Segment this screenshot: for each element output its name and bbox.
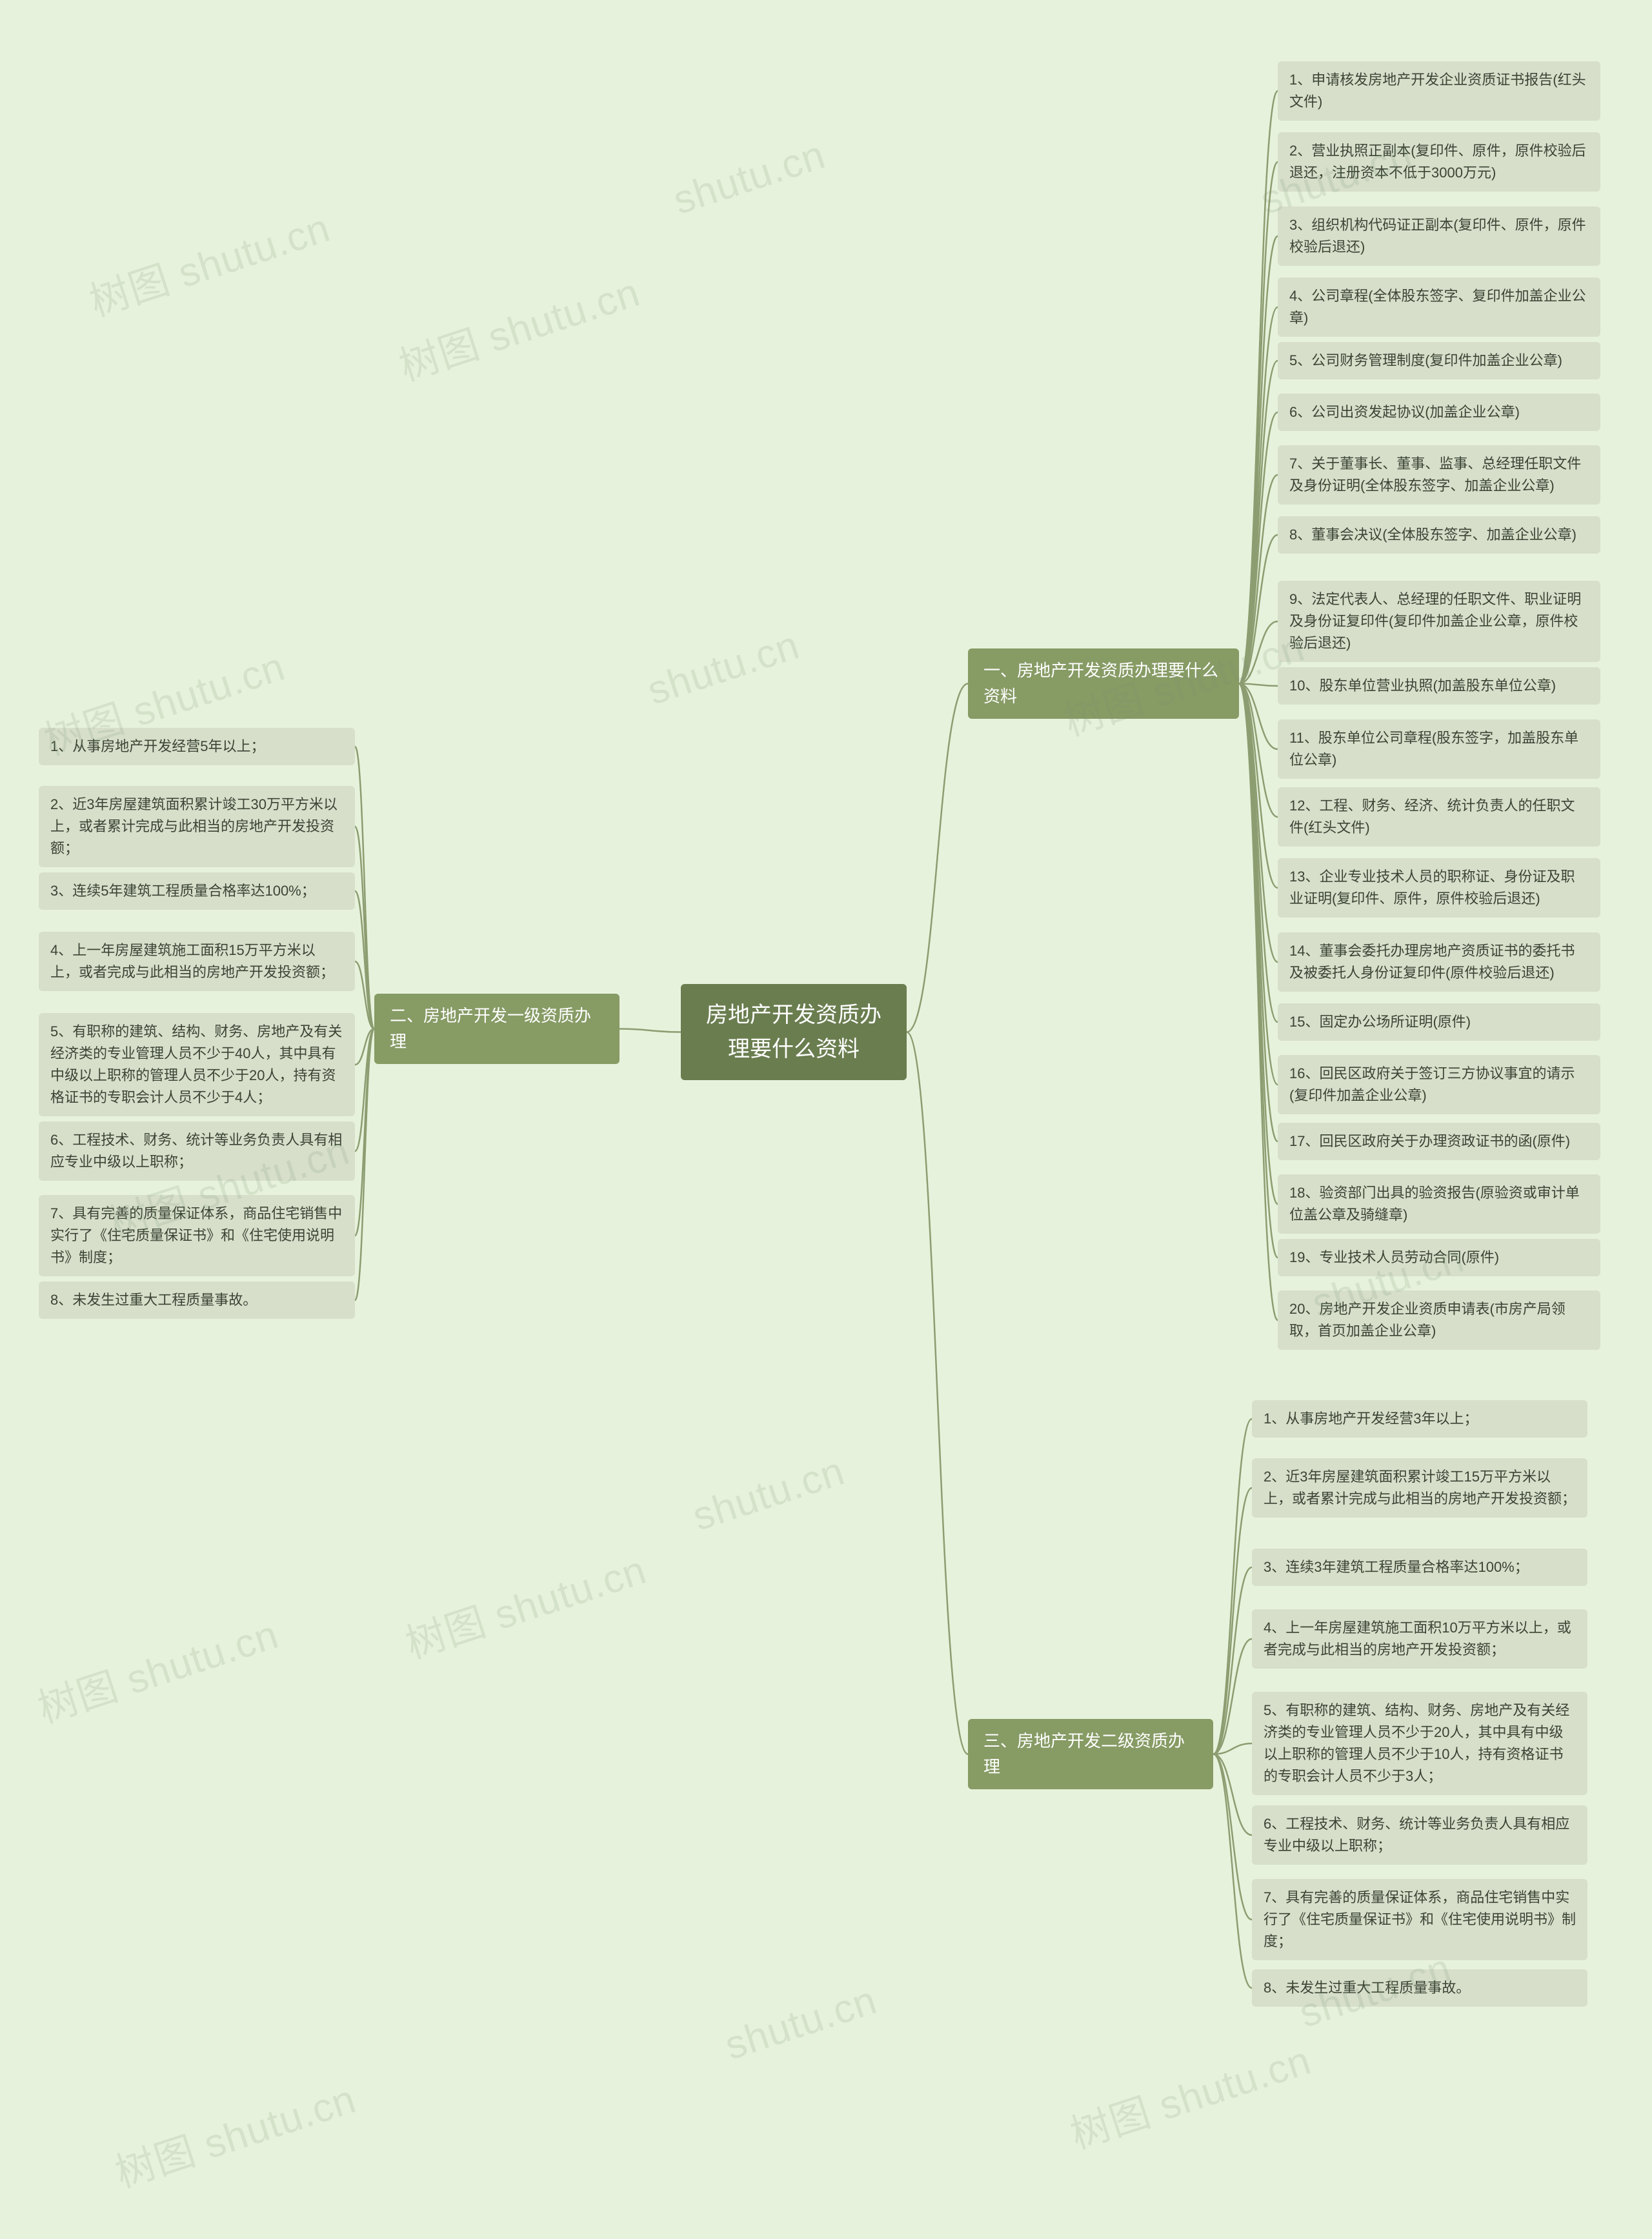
leaf-b3-0: 1、从事房地产开发经营3年以上； bbox=[1252, 1400, 1587, 1438]
leaf-b1-11: 12、工程、财务、经济、统计负责人的任职文件(红头文件) bbox=[1278, 787, 1600, 847]
leaf-b1-14: 15、固定办公场所证明(原件) bbox=[1278, 1003, 1600, 1041]
leaf-b2-2: 3、连续5年建筑工程质量合格率达100%； bbox=[39, 872, 355, 910]
leaf-b1-8: 9、法定代表人、总经理的任职文件、职业证明及身份证复印件(复印件加盖企业公章，原… bbox=[1278, 581, 1600, 662]
watermark: 树图 shutu.cn bbox=[391, 259, 646, 392]
leaf-b2-6: 7、具有完善的质量保证体系，商品住宅销售中实行了《住宅质量保证书》和《住宅使用说… bbox=[39, 1195, 355, 1276]
leaf-b3-3: 4、上一年房屋建筑施工面积10万平方米以上，或者完成与此相当的房地产开发投资额； bbox=[1252, 1609, 1587, 1669]
leaf-b2-5: 6、工程技术、财务、统计等业务负责人具有相应专业中级以上职称； bbox=[39, 1121, 355, 1181]
leaf-b1-1: 2、营业执照正副本(复印件、原件，原件校验后退还，注册资本不低于3000万元) bbox=[1278, 132, 1600, 192]
leaf-b1-5: 6、公司出资发起协议(加盖企业公章) bbox=[1278, 394, 1600, 431]
leaf-b3-7: 8、未发生过重大工程质量事故。 bbox=[1252, 1969, 1587, 2007]
leaf-b3-6: 7、具有完善的质量保证体系，商品住宅销售中实行了《住宅质量保证书》和《住宅使用说… bbox=[1252, 1879, 1587, 1960]
leaf-b2-4: 5、有职称的建筑、结构、财务、房地产及有关经济类的专业管理人员不少于40人，其中… bbox=[39, 1013, 355, 1116]
branch-b3: 三、房地产开发二级资质办理 bbox=[968, 1719, 1213, 1789]
leaf-b1-6: 7、关于董事长、董事、监事、总经理任职文件及身份证明(全体股东签字、加盖企业公章… bbox=[1278, 445, 1600, 505]
leaf-b2-3: 4、上一年房屋建筑施工面积15万平方米以上，或者完成与此相当的房地产开发投资额； bbox=[39, 932, 355, 991]
leaf-b2-7: 8、未发生过重大工程质量事故。 bbox=[39, 1281, 355, 1319]
leaf-b3-2: 3、连续3年建筑工程质量合格率达100%； bbox=[1252, 1549, 1587, 1586]
leaf-b1-9: 10、股东单位营业执照(加盖股东单位公章) bbox=[1278, 667, 1600, 705]
leaf-b1-10: 11、股东单位公司章程(股东签字，加盖股东单位公章) bbox=[1278, 719, 1600, 779]
leaf-b2-0: 1、从事房地产开发经营5年以上； bbox=[39, 728, 355, 765]
leaf-b1-15: 16、回民区政府关于签订三方协议事宜的请示(复印件加盖企业公章) bbox=[1278, 1055, 1600, 1114]
watermark: 树图 shutu.cn bbox=[81, 195, 336, 327]
leaf-b1-19: 20、房地产开发企业资质申请表(市房产局领取，首页加盖企业公章) bbox=[1278, 1290, 1600, 1350]
root-node: 房地产开发资质办理要什么资料 bbox=[681, 984, 907, 1080]
leaf-b1-18: 19、专业技术人员劳动合同(原件) bbox=[1278, 1239, 1600, 1276]
leaf-b1-3: 4、公司章程(全体股东签字、复印件加盖企业公章) bbox=[1278, 277, 1600, 337]
leaf-b3-4: 5、有职称的建筑、结构、财务、房地产及有关经济类的专业管理人员不少于20人，其中… bbox=[1252, 1692, 1587, 1795]
watermark: 树图 shutu.cn bbox=[1062, 2027, 1317, 2160]
leaf-b1-2: 3、组织机构代码证正副本(复印件、原件，原件校验后退还) bbox=[1278, 206, 1600, 266]
leaf-b1-17: 18、验资部门出具的验资报告(原验资或审计单位盖公章及骑缝章) bbox=[1278, 1174, 1600, 1234]
watermark: 树图 shutu.cn bbox=[30, 1601, 285, 1734]
leaf-b1-7: 8、董事会决议(全体股东签字、加盖企业公章) bbox=[1278, 516, 1600, 554]
leaf-b1-12: 13、企业专业技术人员的职称证、身份证及职业证明(复印件、原件，原件校验后退还) bbox=[1278, 858, 1600, 918]
leaf-b2-1: 2、近3年房屋建筑面积累计竣工30万平方米以上，或者累计完成与此相当的房地产开发… bbox=[39, 786, 355, 867]
watermark: 树图 shutu.cn bbox=[398, 1537, 652, 1669]
watermark: shutu.cn bbox=[668, 132, 831, 223]
watermark: 树图 shutu.cn bbox=[107, 2066, 362, 2198]
branch-b2: 二、房地产开发一级资质办理 bbox=[374, 994, 620, 1064]
leaf-b1-0: 1、申请核发房地产开发企业资质证书报告(红头文件) bbox=[1278, 61, 1600, 121]
watermark: shutu.cn bbox=[720, 1977, 882, 2069]
branch-b1: 一、房地产开发资质办理要什么资料 bbox=[968, 648, 1239, 719]
watermark: shutu.cn bbox=[642, 622, 805, 714]
leaf-b3-5: 6、工程技术、财务、统计等业务负责人具有相应专业中级以上职称； bbox=[1252, 1805, 1587, 1865]
watermark: shutu.cn bbox=[687, 1448, 850, 1540]
leaf-b3-1: 2、近3年房屋建筑面积累计竣工15万平方米以上，或者累计完成与此相当的房地产开发… bbox=[1252, 1458, 1587, 1518]
leaf-b1-16: 17、回民区政府关于办理资政证书的函(原件) bbox=[1278, 1123, 1600, 1160]
leaf-b1-4: 5、公司财务管理制度(复印件加盖企业公章) bbox=[1278, 342, 1600, 379]
leaf-b1-13: 14、董事会委托办理房地产资质证书的委托书及被委托人身份证复印件(原件校验后退还… bbox=[1278, 932, 1600, 992]
